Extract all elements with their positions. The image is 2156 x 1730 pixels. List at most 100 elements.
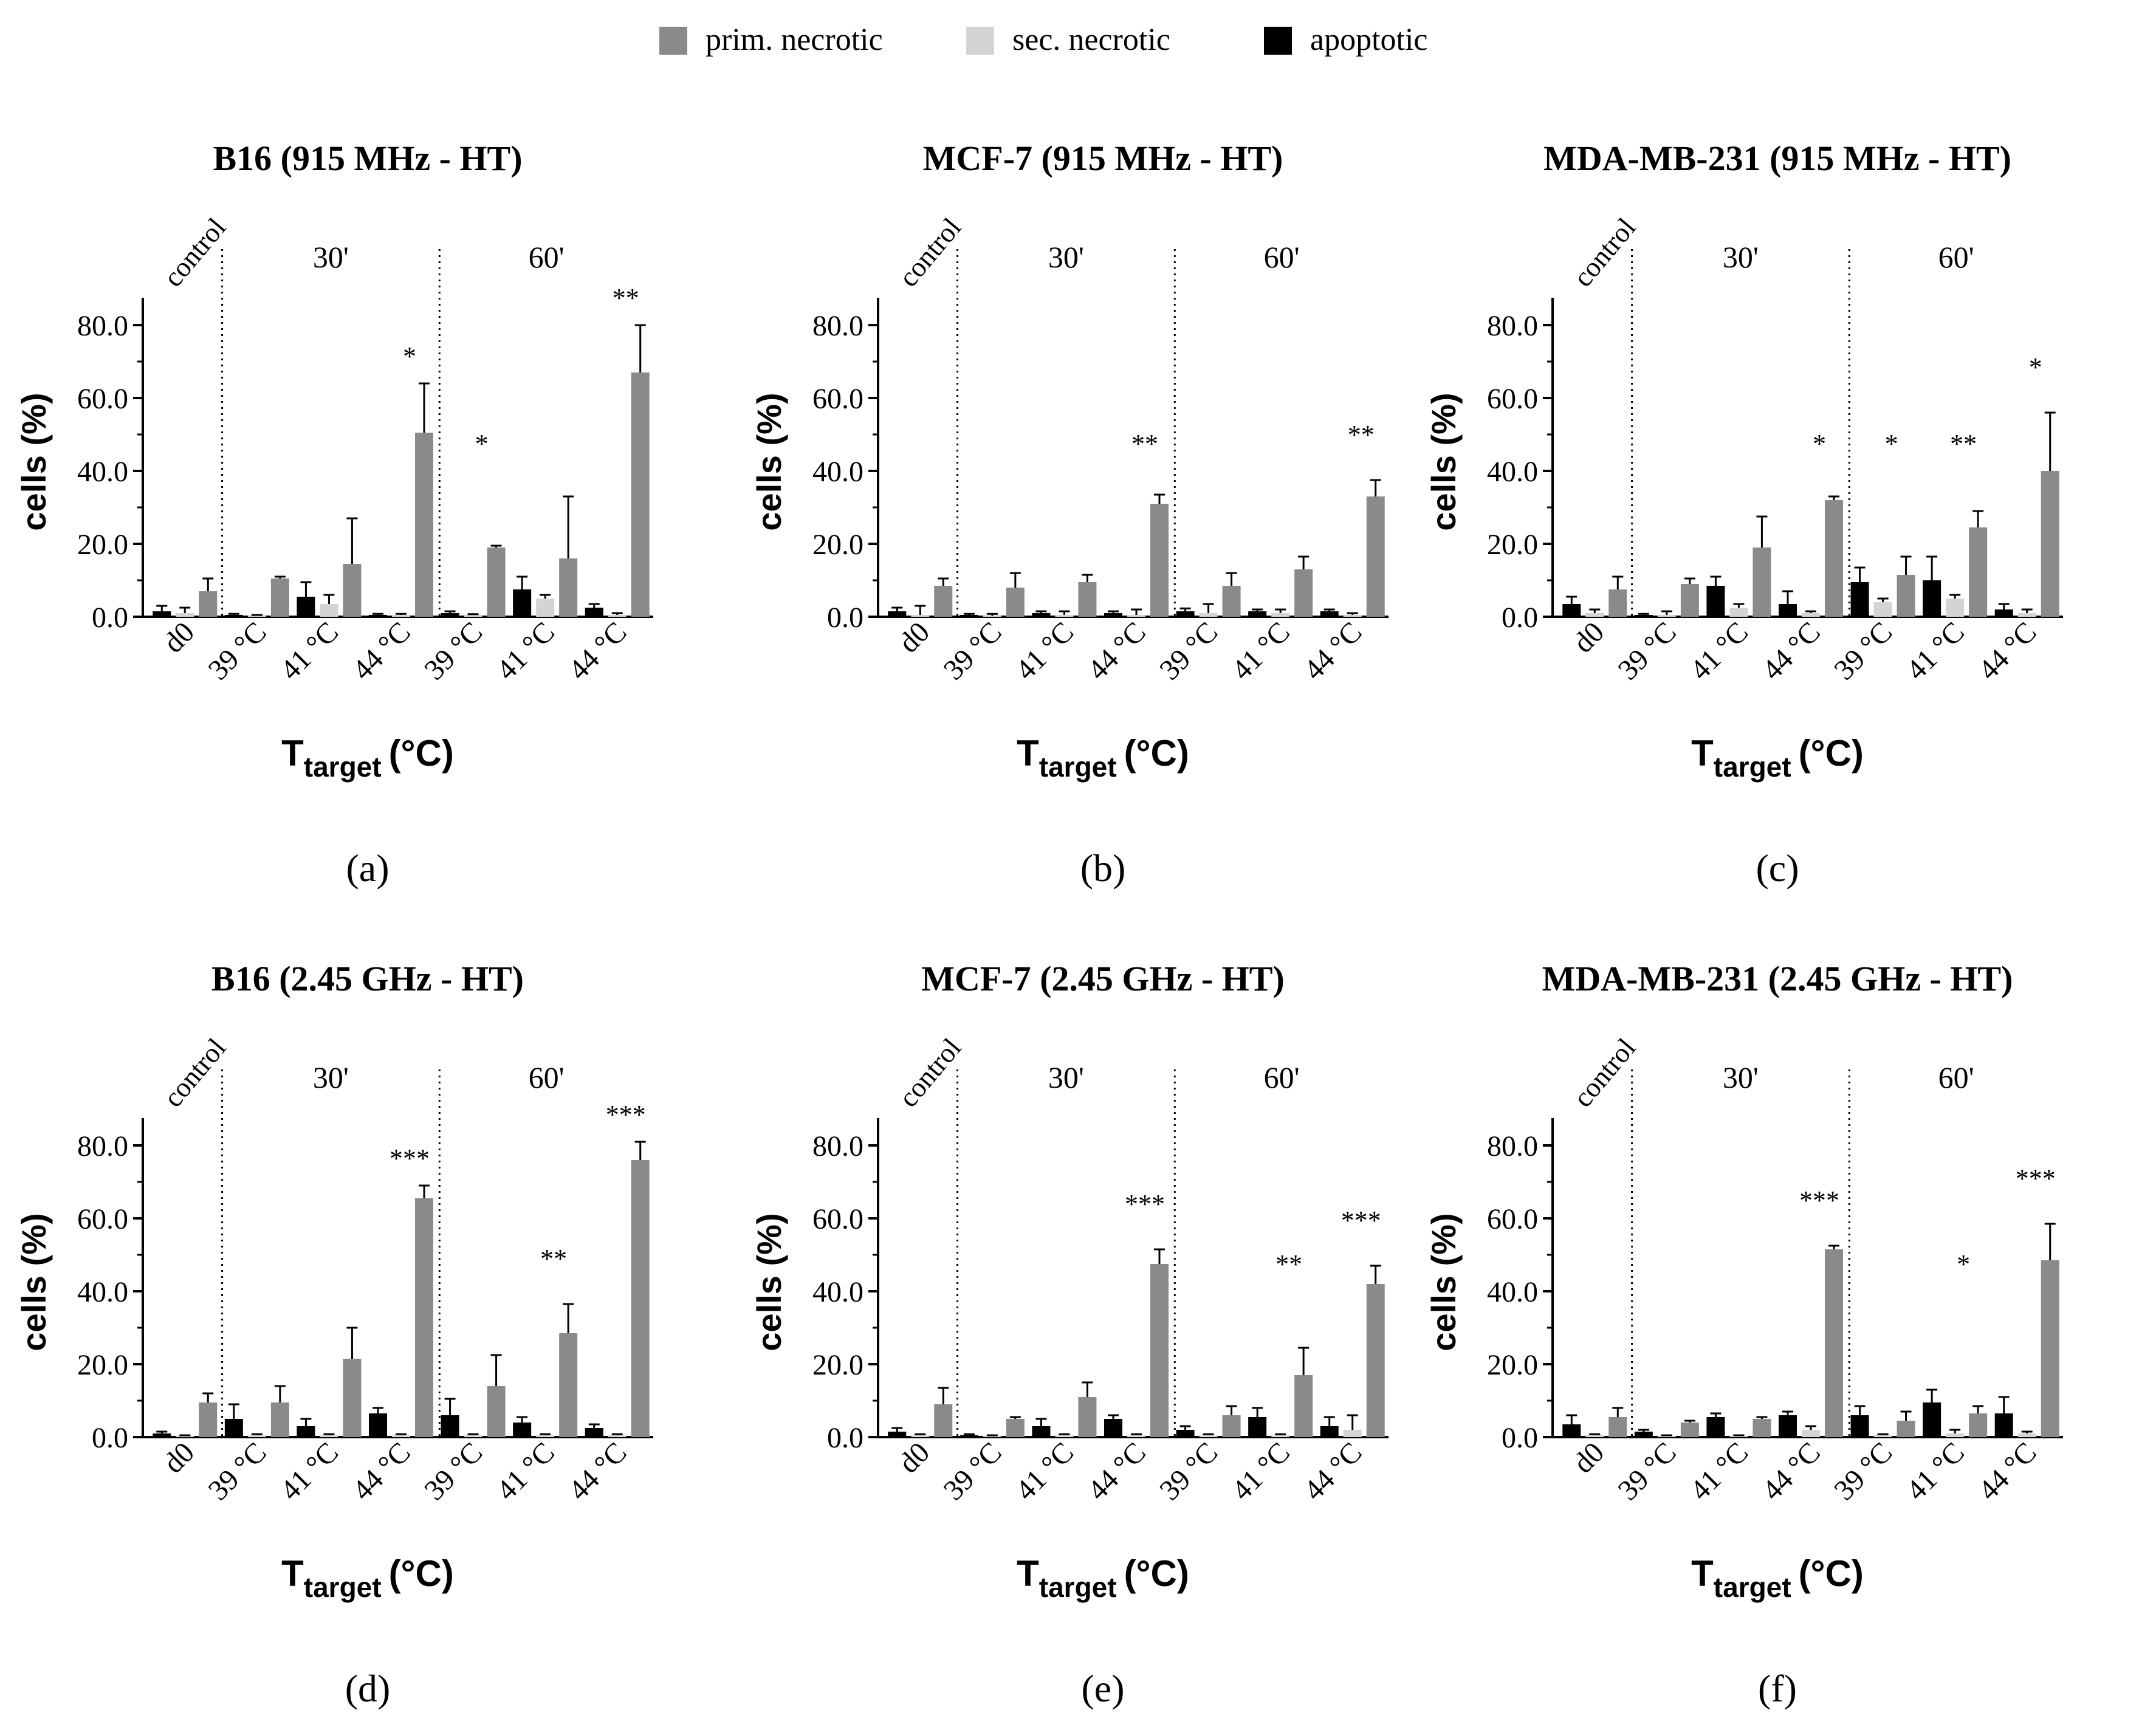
y-tick-label: 0.0 [1502, 602, 1538, 634]
x-tick-label: 39 °C [1153, 616, 1224, 686]
chart-panel-f: MDA-MB-231 (2.45 GHz - HT) 0.0 20.0 40.0 60.… [1424, 959, 2063, 1710]
bar-apop [1562, 604, 1581, 617]
bar-prim [415, 433, 433, 617]
bar-sec [1585, 613, 1604, 617]
y-tick-label: 40.0 [1487, 456, 1538, 488]
x-tick-label: 41 °C [1226, 616, 1296, 686]
y-axis-label: cells (%) [15, 393, 53, 530]
x-axis-label-unit: (°C) [1799, 1553, 1864, 1594]
x-tick-label: 41 °C [1226, 1436, 1296, 1506]
bar-apop [1779, 1415, 1797, 1437]
x-tick-label: 39 °C [418, 1436, 489, 1506]
bar-prim [934, 1404, 953, 1437]
bar-prim [1150, 1264, 1169, 1437]
bar-apop [1176, 611, 1195, 617]
x-tick-label: 44 °C [1297, 616, 1368, 686]
bar-sec [1055, 1435, 1074, 1437]
bar-apop [585, 1428, 603, 1437]
panel-label: (b) [1080, 846, 1126, 890]
x-tick-label: d0 [1567, 1436, 1610, 1479]
x-tick-label: 41 °C [1009, 1436, 1080, 1506]
y-tick-label: 0.0 [92, 602, 128, 634]
bar-sec [392, 615, 410, 617]
x-tick-label: 39 °C [418, 616, 489, 686]
chart-title: B16 (915 MHz - HT) [213, 139, 522, 178]
bar-sec [536, 599, 555, 617]
bar-sec [1657, 1436, 1676, 1437]
x-tick-label: 39 °C [202, 616, 273, 686]
bar-sec [911, 1435, 930, 1437]
bar-apop [513, 589, 532, 617]
group-label-30: 30' [313, 1060, 349, 1094]
chart-title: MDA-MB-231 (915 MHz - HT) [1543, 139, 2011, 178]
bar-apop [1104, 613, 1122, 617]
bar-apop [297, 597, 315, 617]
bar-prim [631, 372, 650, 617]
panels: B16 (915 MHz - HT) 0.0 20.0 40.0 60.0 80.0 cel… [15, 139, 2063, 1710]
x-tick-label: 39 °C [938, 1436, 1008, 1506]
x-axis-label: Ttarget (°C) [1691, 1553, 1864, 1603]
bar-sec [1127, 615, 1145, 617]
legend: prim. necrotic sec. necrotic apoptotic [659, 22, 1428, 57]
bar-prim [1078, 582, 1097, 617]
bar-prim [1006, 588, 1025, 617]
bar-sec [2017, 1433, 2036, 1437]
x-tick-label: 41 °C [1684, 1436, 1754, 1506]
legend-swatch-sec [966, 27, 994, 55]
legend-swatch-apop [1264, 27, 1292, 55]
bar-sec [1946, 1433, 1965, 1437]
bar-sec [1873, 602, 1892, 617]
x-tick-label: d0 [157, 1436, 201, 1479]
x-tick-label: 44 °C [1082, 1436, 1152, 1506]
y-tick-label: 20.0 [1487, 529, 1538, 561]
bar-sec [983, 1436, 1001, 1437]
bar-sec [1343, 615, 1362, 617]
x-axis-label-unit: (°C) [1124, 733, 1189, 774]
y-tick-label: 80.0 [812, 1130, 863, 1162]
bar-apop [153, 611, 171, 617]
y-tick-label: 60.0 [1487, 1203, 1538, 1235]
x-tick-label: 39 °C [1612, 616, 1683, 686]
x-tick-label: 41 °C [490, 616, 561, 686]
x-axis-label: Ttarget (°C) [1017, 1553, 1189, 1603]
bar-sec [320, 1435, 338, 1437]
y-axis-label: cells (%) [15, 1213, 53, 1351]
bar-prim [270, 1402, 289, 1437]
y-axis-label: cells (%) [750, 1213, 788, 1351]
bar-prim [1366, 1284, 1385, 1437]
group-label-control: control [893, 1032, 967, 1113]
bar-apop [1248, 611, 1267, 617]
y-tick-label: 80.0 [77, 310, 128, 342]
bar-prim [1753, 1419, 1771, 1437]
x-tick-label: 41 °C [1900, 616, 1971, 686]
bar-apop [1706, 586, 1725, 617]
chart-title: MDA-MB-231 (2.45 GHz - HT) [1542, 959, 2013, 998]
significance-label: * [2029, 352, 2042, 382]
x-axis-label-sub: target [1039, 1571, 1117, 1603]
chart-title: B16 (2.45 GHz - HT) [211, 959, 524, 998]
bar-apop [1923, 1402, 1941, 1437]
bar-apop [960, 1435, 978, 1437]
significance-label: *** [1799, 1186, 1839, 1215]
group-label-60: 60' [1264, 1060, 1300, 1094]
bar-prim [1006, 1419, 1025, 1437]
group-label-control: control [1567, 212, 1642, 293]
group-label-30: 30' [1723, 1060, 1759, 1094]
y-tick-label: 80.0 [812, 310, 863, 342]
x-axis-label-main: T [281, 733, 304, 774]
bar-apop [1320, 1426, 1339, 1437]
group-label-control: control [157, 212, 232, 293]
bar-apop [888, 611, 907, 617]
x-axis-label-unit: (°C) [389, 733, 454, 774]
x-tick-label: 44 °C [562, 1436, 633, 1506]
bar-prim [1969, 1413, 1988, 1437]
bar-apop [1850, 1415, 1869, 1437]
bar-sec [1271, 1435, 1290, 1437]
panel-label: (d) [345, 1667, 391, 1710]
bar-apop [224, 1419, 243, 1437]
significance-label: ** [540, 1244, 567, 1274]
significance-label: * [1885, 429, 1898, 459]
y-tick-label: 60.0 [77, 1203, 128, 1235]
bar-sec [1802, 613, 1820, 617]
x-tick-label: 41 °C [1684, 616, 1754, 686]
